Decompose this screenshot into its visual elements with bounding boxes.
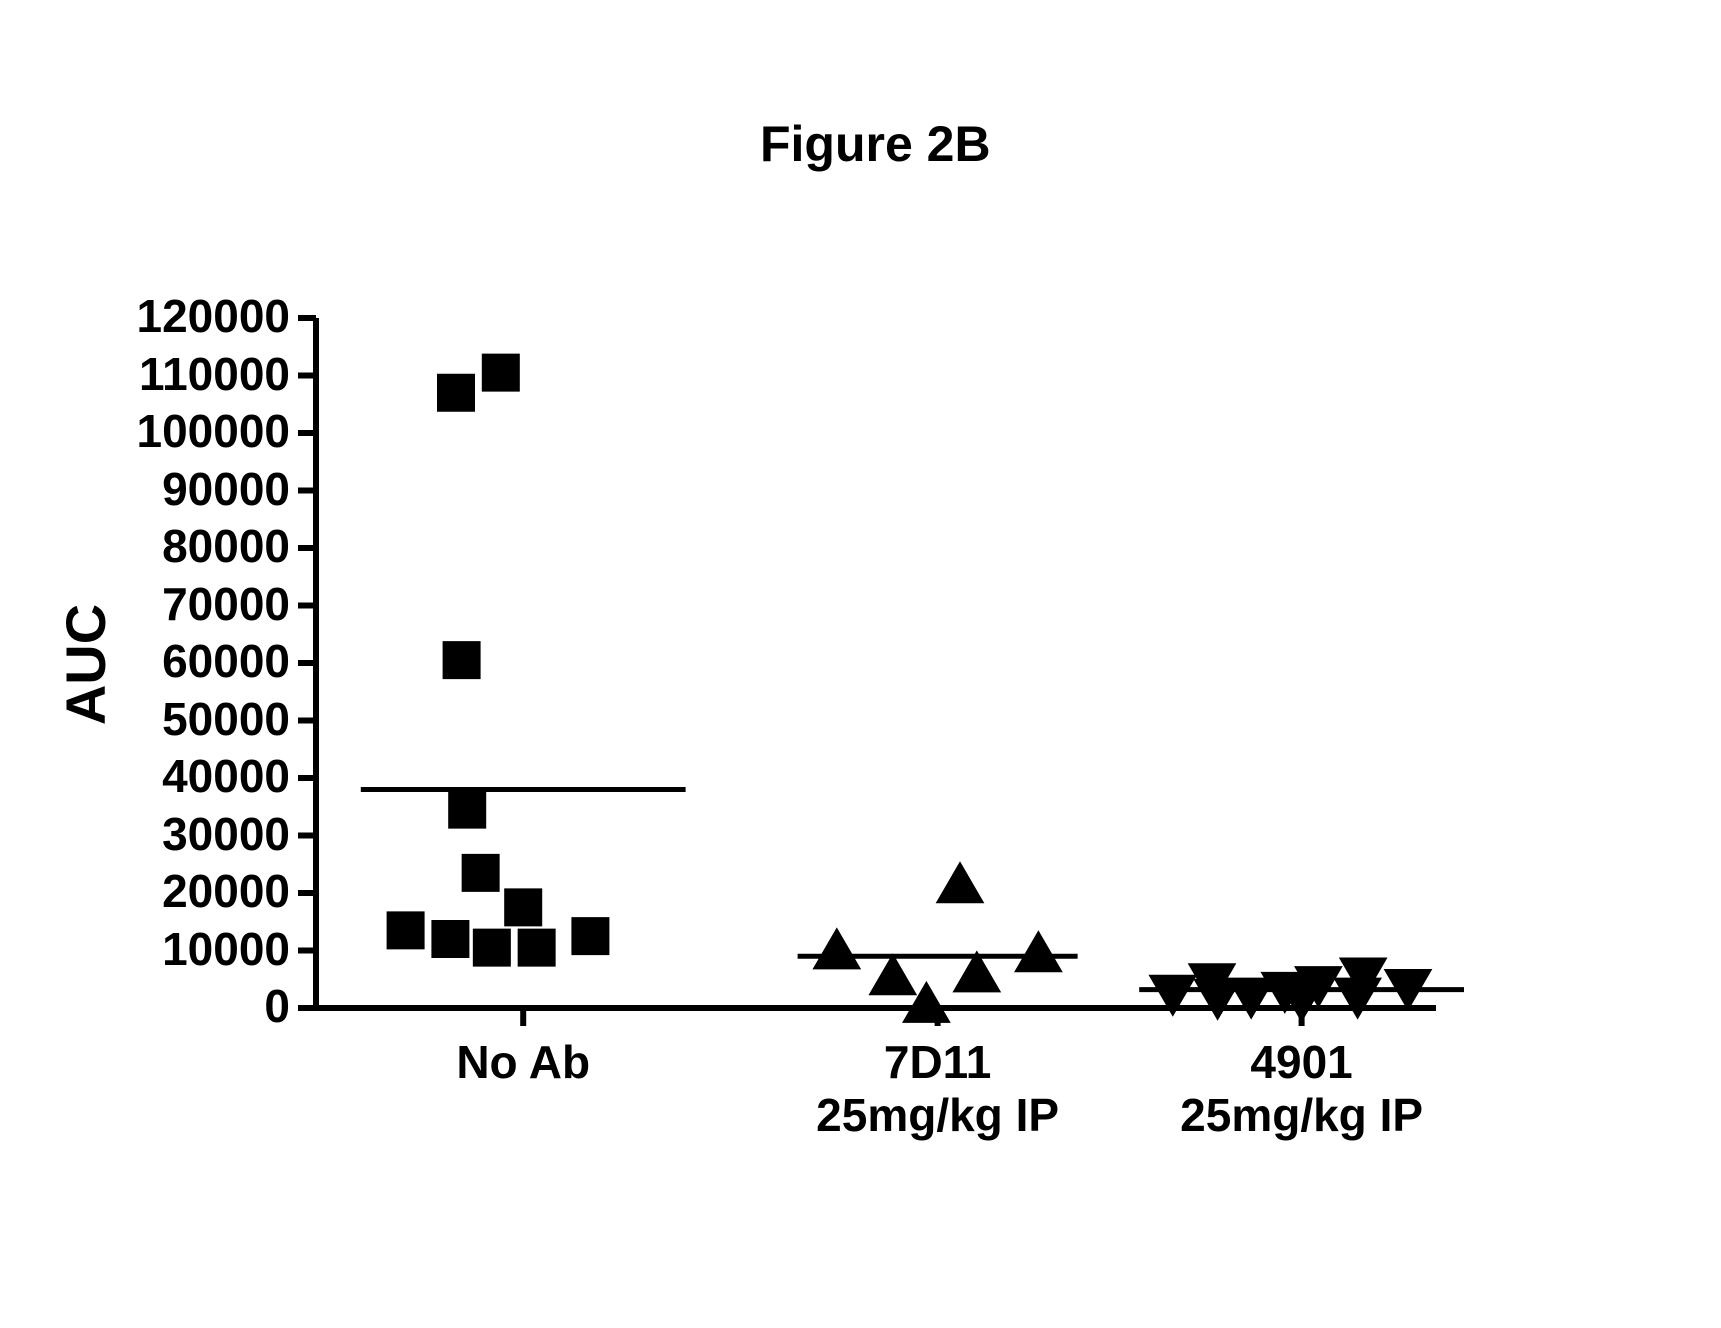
x-category-label: No Ab bbox=[353, 1036, 693, 1089]
figure-title: Figure 2B bbox=[760, 115, 991, 173]
x-category-label: 7D11 25mg/kg IP bbox=[768, 1036, 1108, 1142]
data-point bbox=[443, 641, 481, 679]
y-tick-label: 70000 bbox=[105, 577, 290, 631]
data-point bbox=[868, 953, 917, 995]
y-tick-label: 90000 bbox=[105, 462, 290, 516]
data-point bbox=[448, 791, 486, 829]
y-tick-label: 0 bbox=[105, 979, 290, 1033]
y-tick-label: 120000 bbox=[105, 289, 290, 343]
data-point bbox=[437, 374, 475, 412]
y-tick-label: 100000 bbox=[105, 404, 290, 458]
data-point bbox=[431, 920, 469, 958]
chart-plot-area bbox=[316, 318, 1436, 1008]
data-point bbox=[462, 854, 500, 892]
y-tick-label: 40000 bbox=[105, 749, 290, 803]
y-tick-label: 50000 bbox=[105, 692, 290, 746]
data-point bbox=[1014, 930, 1063, 972]
x-category-label: 4901 25mg/kg IP bbox=[1132, 1036, 1472, 1142]
data-point bbox=[812, 927, 861, 969]
data-point bbox=[473, 929, 511, 967]
y-tick-label: 30000 bbox=[105, 807, 290, 861]
y-tick-label: 10000 bbox=[105, 922, 290, 976]
y-tick-label: 110000 bbox=[105, 347, 290, 401]
data-point bbox=[518, 929, 556, 967]
y-tick-label: 20000 bbox=[105, 864, 290, 918]
y-tick-label: 60000 bbox=[105, 634, 290, 688]
data-point bbox=[504, 888, 542, 926]
data-point bbox=[387, 911, 425, 949]
data-point bbox=[936, 861, 985, 903]
page-root: { "canvas": { "width": 1721, "height": 1… bbox=[0, 0, 1721, 1328]
data-point bbox=[482, 354, 520, 392]
y-tick-label: 80000 bbox=[105, 519, 290, 573]
data-point bbox=[571, 917, 609, 955]
